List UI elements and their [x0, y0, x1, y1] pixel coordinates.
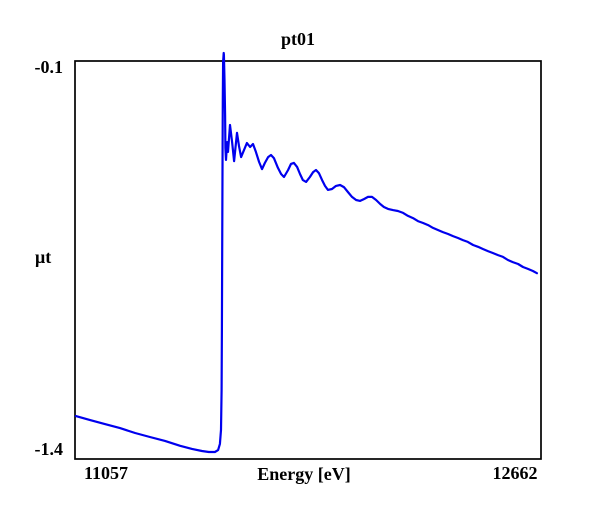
x-axis-label: Energy [eV]	[257, 464, 351, 484]
chart-title: pt01	[280, 29, 316, 49]
y-axis-label: μt	[35, 247, 52, 267]
x-axis-max-tick-label: 12662	[492, 463, 538, 483]
y-axis-min-tick-label: -1.4	[34, 439, 64, 459]
plot-frame	[74, 60, 542, 460]
spectrum-line	[74, 51, 538, 454]
y-axis-max-tick-label: -0.1	[34, 57, 64, 77]
x-axis-min-tick-label: 11057	[83, 463, 129, 483]
